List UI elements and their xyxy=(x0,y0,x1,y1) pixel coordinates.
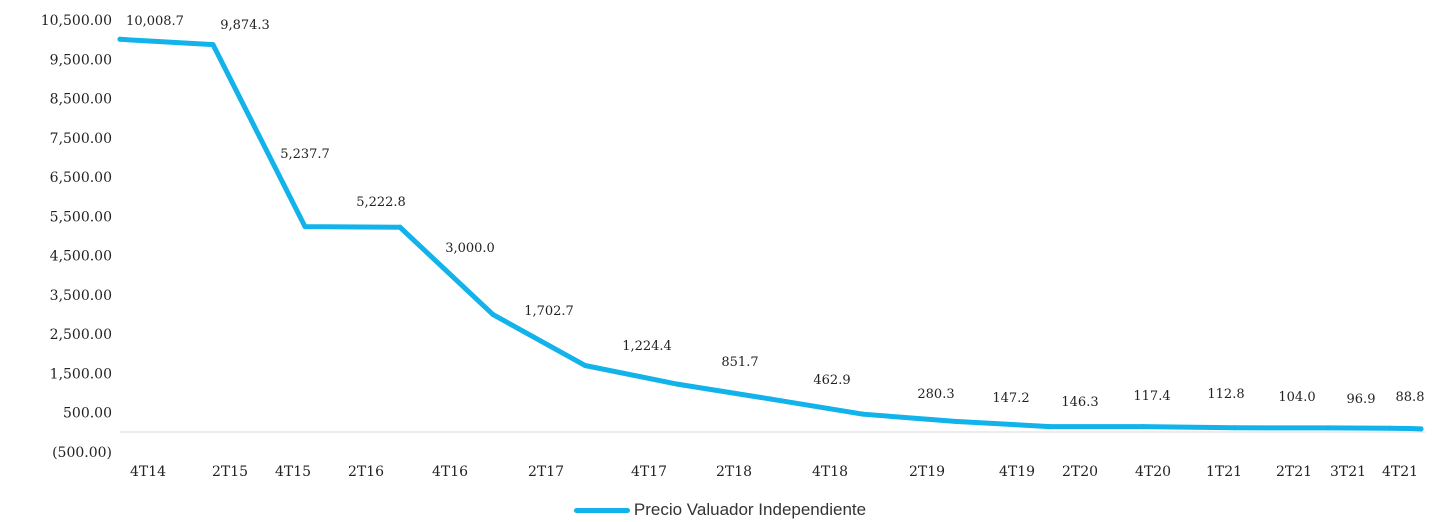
y-tick-label: 4,500.00 xyxy=(50,249,112,265)
y-axis: 10,500.00 9,500.00 8,500.00 7,500.00 6,500.0… xyxy=(41,13,112,461)
x-tick-label: 2T21 xyxy=(1276,464,1312,480)
y-tick-label: 10,500.00 xyxy=(41,13,112,29)
data-point xyxy=(302,224,308,230)
data-label: 88.8 xyxy=(1396,390,1425,405)
y-tick-label: (500.00) xyxy=(52,445,112,461)
data-label: 96.9 xyxy=(1347,392,1376,407)
data-point xyxy=(767,396,773,402)
x-tick-label: 2T20 xyxy=(1062,464,1098,480)
x-tick-label: 2T16 xyxy=(348,464,384,480)
data-point xyxy=(1232,425,1238,431)
x-tick-label: 2T17 xyxy=(528,464,564,480)
data-label: 280.3 xyxy=(917,387,954,402)
data-label: 10,008.7 xyxy=(126,14,184,29)
data-point xyxy=(1047,424,1053,430)
y-tick-label: 5,500.00 xyxy=(50,209,112,225)
x-tick-label: 4T14 xyxy=(130,464,166,480)
data-label: 147.2 xyxy=(992,391,1029,406)
x-tick-label: 1T21 xyxy=(1206,464,1242,480)
x-tick-label: 2T15 xyxy=(212,464,248,480)
data-label: 3,000.0 xyxy=(445,241,495,256)
data-point xyxy=(1387,425,1393,431)
y-tick-label: 2,500.00 xyxy=(50,327,112,343)
legend-swatch xyxy=(573,507,630,513)
data-point xyxy=(1407,426,1413,432)
x-axis: 4T14 2T15 4T15 2T16 4T16 2T17 4T17 2T18 4T18 2T19… xyxy=(130,464,1418,480)
x-tick-label: 4T17 xyxy=(631,464,667,480)
data-label: 462.9 xyxy=(813,373,850,388)
x-tick-label: 4T21 xyxy=(1382,464,1418,480)
data-label: 117.4 xyxy=(1133,389,1170,404)
x-tick-label: 3T21 xyxy=(1330,464,1366,480)
y-tick-label: 9,500.00 xyxy=(50,52,112,68)
data-label: 9,874.3 xyxy=(220,18,270,33)
data-point xyxy=(1140,424,1146,430)
data-point xyxy=(1325,425,1331,431)
data-label: 104.0 xyxy=(1278,390,1315,405)
y-tick-label: 8,500.00 xyxy=(50,92,112,108)
data-point xyxy=(490,312,496,318)
data-label: 5,222.8 xyxy=(356,195,406,210)
data-label: 5,237.7 xyxy=(280,147,330,162)
data-point xyxy=(117,36,123,42)
data-point xyxy=(582,362,588,368)
x-tick-label: 2T18 xyxy=(716,464,752,480)
data-point xyxy=(952,418,958,424)
data-point xyxy=(210,42,216,48)
x-tick-label: 4T19 xyxy=(999,464,1035,480)
x-tick-label: 4T20 xyxy=(1135,464,1171,480)
x-tick-label: 4T18 xyxy=(812,464,848,480)
x-tick-label: 4T15 xyxy=(275,464,311,480)
data-point xyxy=(1418,426,1424,432)
x-tick-label: 2T19 xyxy=(909,464,945,480)
y-tick-label: 7,500.00 xyxy=(50,131,112,147)
data-label: 851.7 xyxy=(721,355,758,370)
x-tick-label: 4T16 xyxy=(432,464,468,480)
series-line xyxy=(117,36,1424,432)
data-point xyxy=(675,381,681,387)
y-tick-label: 3,500.00 xyxy=(50,288,112,304)
y-tick-label: 6,500.00 xyxy=(50,170,112,186)
data-point xyxy=(860,411,866,417)
data-label: 112.8 xyxy=(1207,387,1244,402)
line-chart: 10,500.00 9,500.00 8,500.00 7,500.00 6,500.0… xyxy=(41,13,1425,480)
legend: Precio Valuador Independiente xyxy=(0,498,1440,522)
series-layer xyxy=(117,36,1424,432)
legend-label: Precio Valuador Independiente xyxy=(633,500,867,519)
data-labels: 10,008.7 9,874.3 5,237.7 5,222.8 3,000.0 1,70… xyxy=(126,14,1424,410)
data-point xyxy=(397,224,403,230)
y-tick-label: 500.00 xyxy=(63,406,112,422)
y-tick-label: 1,500.00 xyxy=(50,366,112,382)
data-label: 1,224.4 xyxy=(622,339,672,354)
data-label: 146.3 xyxy=(1061,395,1098,410)
data-label: 1,702.7 xyxy=(524,304,574,319)
